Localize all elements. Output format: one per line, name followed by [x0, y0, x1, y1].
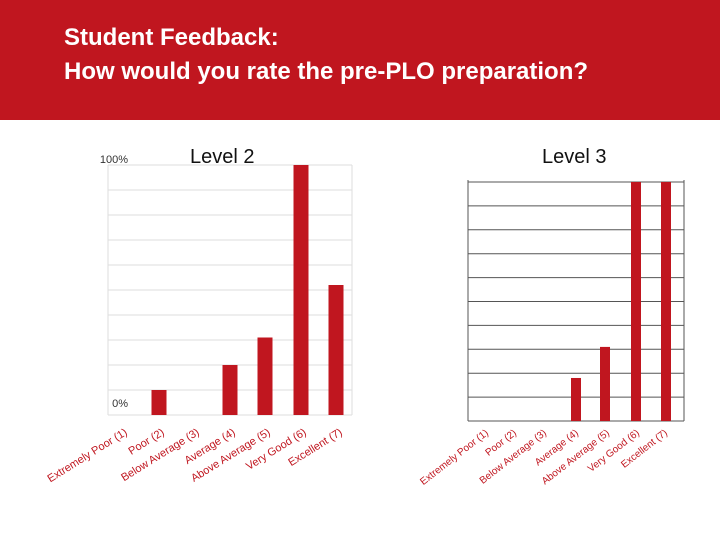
level-3-bar-above-average-5: [600, 346, 610, 421]
header-banner: Student Feedback: How would you rate the…: [0, 0, 720, 120]
title-line-1: Student Feedback:: [64, 24, 279, 51]
level-2-bar-excellent-7: [328, 285, 344, 415]
level-3-bar-very-good-6: [631, 182, 641, 421]
level-2-bar-above-average-5: [257, 337, 273, 415]
level-2-bar-average-4: [222, 365, 238, 415]
level-2-bar-extremely-poor-1: [151, 390, 167, 415]
level-2-ytick-label: 100%: [100, 154, 128, 166]
level-2-ytick-label: 0%: [112, 398, 128, 410]
level-3-bar-excellent-7: [661, 182, 671, 421]
level-2-bar-very-good-6: [293, 165, 309, 415]
level-2-xtick-label: Extremely Poor (1): [45, 426, 129, 485]
level-2-chart-title: Level 2: [190, 146, 255, 168]
level-3-bar-average-4: [571, 377, 581, 421]
title-line-2: How would you rate the pre-PLO preparati…: [64, 58, 589, 85]
level-3-chart-title: Level 3: [542, 146, 607, 168]
